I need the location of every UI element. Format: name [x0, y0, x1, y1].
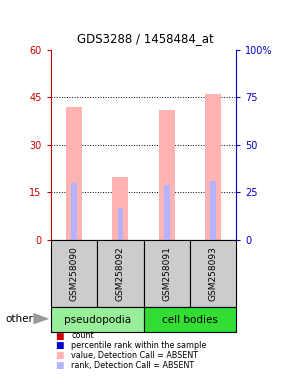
- Text: rank, Detection Call = ABSENT: rank, Detection Call = ABSENT: [71, 361, 194, 371]
- Bar: [51, 307, 144, 332]
- Text: count: count: [71, 331, 94, 341]
- Text: GDS3288 / 1458484_at: GDS3288 / 1458484_at: [77, 32, 213, 45]
- Text: other: other: [6, 314, 34, 324]
- Text: value, Detection Call = ABSENT: value, Detection Call = ABSENT: [71, 351, 198, 361]
- Bar: [205, 94, 221, 240]
- Bar: [66, 107, 82, 240]
- Text: cell bodies: cell bodies: [162, 314, 218, 325]
- Text: GSM258090: GSM258090: [69, 246, 79, 301]
- Text: ■: ■: [55, 351, 64, 361]
- Bar: [71, 183, 77, 240]
- Polygon shape: [33, 313, 49, 324]
- Text: ■: ■: [55, 341, 64, 351]
- Text: pseudopodia: pseudopodia: [64, 314, 131, 325]
- Text: GSM258093: GSM258093: [209, 246, 218, 301]
- Bar: [144, 307, 236, 332]
- Text: ■: ■: [55, 361, 64, 371]
- Text: percentile rank within the sample: percentile rank within the sample: [71, 341, 206, 351]
- Bar: [112, 177, 128, 240]
- Bar: [51, 240, 97, 307]
- Bar: [190, 240, 236, 307]
- Bar: [97, 240, 144, 307]
- Text: GSM258091: GSM258091: [162, 246, 171, 301]
- Bar: [210, 181, 216, 240]
- Text: ■: ■: [55, 331, 64, 341]
- Bar: [164, 185, 170, 240]
- Bar: [159, 110, 175, 240]
- Bar: [144, 240, 190, 307]
- Bar: [117, 208, 123, 240]
- Text: GSM258092: GSM258092: [116, 246, 125, 301]
